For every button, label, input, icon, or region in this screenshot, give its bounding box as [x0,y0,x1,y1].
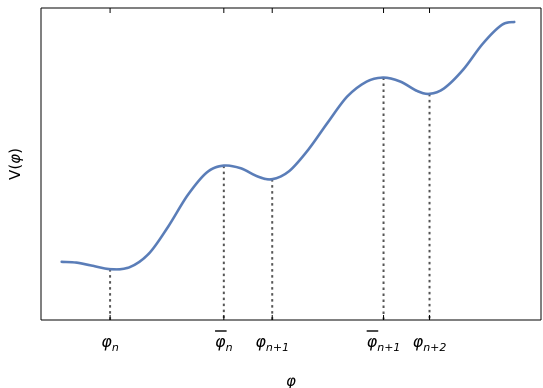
y-axis-title-prefix: V( [6,164,24,180]
potential-curve [60,20,516,271]
tick-label-base-1: φ [215,332,226,351]
plot-frame [40,7,542,321]
y-axis-title-var: φ [6,154,24,164]
tick-label-sub-1: n [226,341,233,354]
tick-label-base-2: φ [255,332,266,351]
tick-label-2: φn+1 [255,332,289,354]
tick-label-0: φn [101,332,119,354]
tick-label-text-0: φn [101,332,119,354]
tick-label-4: φn+2 [413,332,447,354]
tick-label-1: φn [215,330,233,354]
x-axis-title: φ [286,372,296,388]
tick-label-sub-2: n+1 [266,341,289,354]
y-axis-title-suffix: ) [6,148,24,154]
tick-label-text-1: φn [215,332,233,354]
y-axis-title: V(φ) [6,148,24,180]
tick-label-sub-3: n+1 [377,341,400,354]
tick-label-sub-4: n+2 [423,341,446,354]
tick-marks [109,8,431,320]
tick-label-3: φn+1 [366,330,401,354]
tick-label-base-3: φ [367,332,378,351]
tick-label-base-4: φ [413,332,424,351]
tick-label-sub-0: n [112,341,119,354]
tick-label-base-0: φ [101,332,112,351]
tick-label-text-3: φn+1 [367,332,401,354]
tick-labels: φn φn φn+1 φn+1 φn+2 [101,330,447,354]
tick-label-text-4: φn+2 [413,332,447,354]
tick-label-text-2: φn+1 [255,332,289,354]
marker-lines [109,77,431,320]
